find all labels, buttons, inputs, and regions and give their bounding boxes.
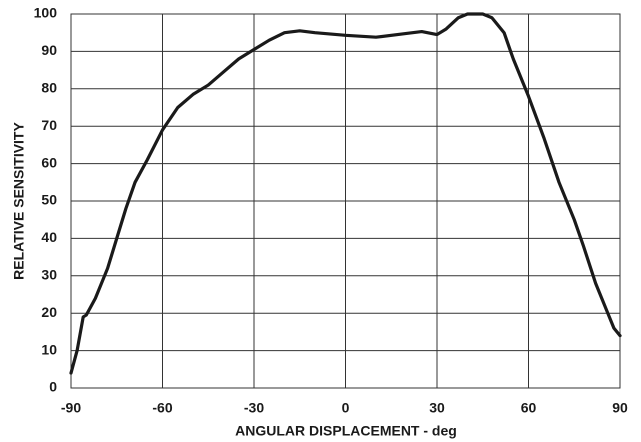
x-tick-label: -30 (244, 400, 264, 416)
y-tick-label: 40 (41, 229, 57, 245)
x-axis-title: ANGULAR DISPLACEMENT - deg (235, 423, 457, 439)
y-tick-label: 100 (34, 5, 58, 21)
x-tick-label: -60 (152, 400, 172, 416)
x-tick-label: -90 (61, 400, 81, 416)
y-tick-label: 70 (41, 117, 57, 133)
y-axis-title: RELATIVE SENSITIVITY (11, 122, 27, 280)
y-tick-label: 0 (49, 379, 57, 395)
y-tick-label: 20 (41, 304, 57, 320)
y-tick-label: 90 (41, 42, 57, 58)
y-tick-label: 60 (41, 154, 57, 170)
y-tick-label: 50 (41, 192, 57, 208)
y-tick-label: 10 (41, 341, 57, 357)
x-tick-label: 90 (612, 400, 628, 416)
x-tick-label: 60 (521, 400, 537, 416)
y-tick-label: 80 (41, 80, 57, 96)
y-tick-label: 30 (41, 267, 57, 283)
x-tick-label: 0 (342, 400, 350, 416)
data-line (69, 12, 622, 375)
x-tick-label: 30 (429, 400, 445, 416)
